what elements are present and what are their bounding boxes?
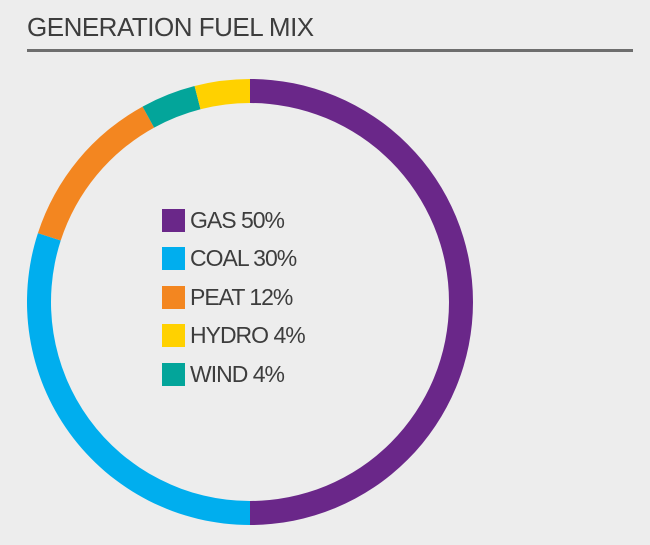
donut-segment-peat <box>37 106 155 241</box>
legend-label-wind: WIND 4% <box>190 360 285 387</box>
chart-legend: GAS 50% COAL 30% PEAT 12% HYDRO 4% WIND … <box>162 201 306 394</box>
donut-segment-hydro <box>194 79 250 110</box>
title-underline <box>27 49 633 52</box>
chart-title: GENERATION FUEL MIX <box>27 12 314 42</box>
donut-segment-gas <box>250 79 473 525</box>
legend-swatch-peat <box>162 285 185 309</box>
legend-label-hydro: HYDRO 4% <box>190 322 306 349</box>
legend-label-peat: PEAT 12% <box>190 283 293 310</box>
legend-item-wind: WIND 4% <box>162 355 305 394</box>
legend-swatch-hydro <box>162 324 185 348</box>
legend-swatch-wind <box>162 362 185 386</box>
donut-segment-coal <box>27 233 250 525</box>
donut-segment-wind <box>142 86 201 128</box>
legend-label-gas: GAS 50% <box>190 206 285 233</box>
legend-swatch-gas <box>162 208 185 232</box>
legend-label-coal: COAL 30% <box>190 245 297 272</box>
legend-item-hydro: HYDRO 4% <box>162 317 306 356</box>
legend-swatch-coal <box>162 247 185 271</box>
legend-item-gas: GAS 50% <box>162 201 305 240</box>
legend-item-coal: COAL 30% <box>162 240 305 279</box>
legend-item-peat: PEAT 12% <box>162 278 305 317</box>
